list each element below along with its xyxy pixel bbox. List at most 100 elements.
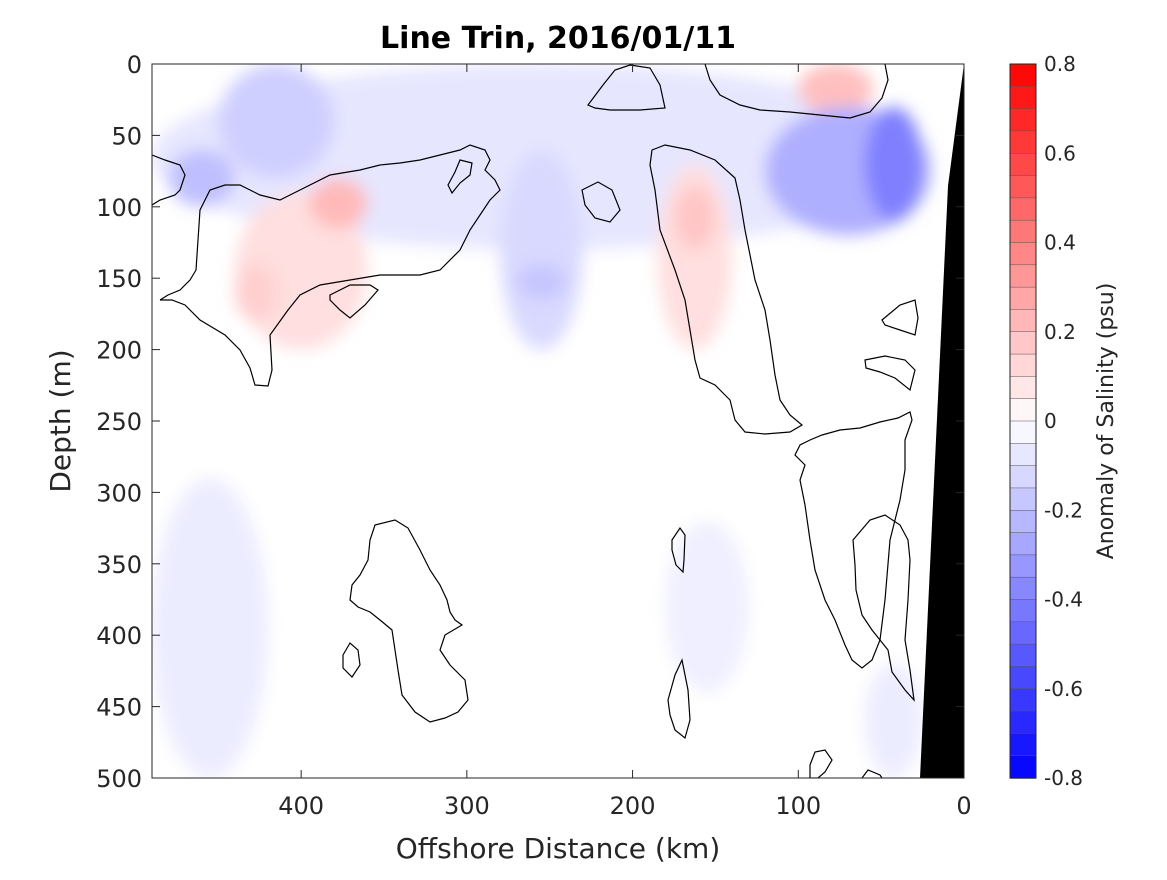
anomaly-region-4: [309, 178, 368, 229]
y-tick-label: 0: [127, 51, 142, 79]
y-tick-label: 500: [96, 765, 142, 793]
colorbar-segment: [1009, 353, 1037, 378]
colorbar-label: Anomaly of Salinity (psu): [1094, 283, 1119, 560]
anomaly-fields: [152, 64, 931, 778]
colorbar-segment: [1009, 130, 1037, 154]
zero-contour-6: [649, 144, 804, 435]
x-axis-label: Offshore Distance (km): [396, 832, 721, 865]
y-tick-label: 400: [96, 622, 142, 650]
zero-contour-17: [861, 769, 883, 778]
colorbar-segment: [1009, 286, 1037, 311]
zero-contour-7: [704, 64, 889, 119]
anomaly-region-13: [152, 478, 268, 778]
zero-contour-13: [671, 526, 686, 574]
x-tick-label: 100: [775, 792, 821, 820]
zero-contour-11: [349, 519, 469, 723]
zero-contour-2: [447, 159, 473, 195]
y-tick-label: 200: [96, 337, 142, 365]
zero-contour-4: [587, 64, 666, 111]
colorbar-segment: [1009, 86, 1037, 110]
zero-contour-9: [864, 355, 916, 392]
colorbar-segment: [1009, 643, 1037, 668]
colorbar-tick-label: 0.4: [1044, 231, 1076, 255]
colorbar-tick-label: 0.8: [1044, 52, 1076, 76]
colorbar-segment: [1009, 376, 1037, 400]
colorbar-segment: [1009, 532, 1037, 556]
zero-contour-16: [809, 749, 833, 778]
colorbar-segment: [1009, 398, 1037, 422]
y-axis-label: Depth (m): [44, 349, 77, 492]
zero-contours: [152, 64, 919, 778]
zero-contour-1: [159, 144, 501, 387]
y-tick-label: 50: [111, 122, 142, 150]
anomaly-region-2: [168, 149, 235, 207]
colorbar-tick-label: 0.6: [1044, 141, 1076, 165]
colorbar-segment: [1009, 331, 1037, 355]
colorbar-segment: [1009, 443, 1037, 467]
colorbar-segment: [1009, 599, 1037, 623]
x-tick-label: 400: [278, 792, 324, 820]
colorbar-tick-label: 0.2: [1044, 320, 1076, 344]
chart-title: Line Trin, 2016/01/11: [380, 21, 736, 56]
colorbar-segment: [1009, 465, 1037, 489]
colorbar-segment: [1009, 710, 1037, 735]
zero-contour-3: [329, 284, 379, 319]
colorbar-tick-label: -0.8: [1044, 766, 1083, 790]
colorbar: [1009, 63, 1037, 779]
zero-contour-0: [152, 154, 186, 206]
colorbar-segment: [1009, 755, 1037, 779]
y-tick-label: 150: [96, 265, 142, 293]
colorbar-segment: [1009, 108, 1037, 132]
colorbar-segment: [1009, 309, 1037, 333]
colorbar-segment: [1009, 197, 1037, 221]
x-tick-label: 0: [956, 792, 971, 820]
zero-contour-14: [667, 658, 691, 740]
colorbar-segment: [1009, 264, 1037, 288]
y-tick-label: 300: [96, 479, 142, 507]
colorbar-segment: [1009, 688, 1037, 712]
zero-contour-10: [794, 411, 913, 669]
zero-contour-12: [342, 642, 361, 678]
zero-contour-8: [881, 299, 919, 336]
colorbar-segment: [1009, 621, 1037, 645]
colorbar-tick-label: -0.2: [1044, 498, 1083, 522]
colorbar-tick-label: -0.6: [1044, 677, 1083, 701]
zero-contour-5: [581, 181, 621, 223]
y-tick-label: 350: [96, 551, 142, 579]
colorbar-segment: [1009, 576, 1037, 601]
colorbar-tick-label: -0.4: [1044, 588, 1083, 612]
plot-area: [152, 64, 964, 778]
colorbar-segment: [1009, 733, 1037, 757]
anomaly-region-14: [864, 663, 923, 778]
colorbar-segment: [1009, 420, 1037, 445]
colorbar-segment: [1009, 175, 1037, 199]
x-tick-label: 200: [610, 792, 656, 820]
y-axis: 0 50 100 150 200 250 300 350 400 450 500: [96, 51, 964, 793]
anomaly-region-9: [674, 185, 716, 250]
anomaly-region-5: [234, 263, 277, 322]
colorbar-segment: [1009, 666, 1037, 690]
colorbar-segment: [1009, 242, 1037, 266]
colorbar-frame: [1009, 63, 1037, 779]
anomaly-region-15: [665, 520, 749, 693]
colorbar-ticks: 0.8 0.6 0.4 0.2 0 -0.2 -0.4 -0.6 -0.8: [1044, 52, 1083, 790]
anomaly-region-10: [798, 64, 873, 114]
colorbar-segment: [1009, 554, 1037, 578]
colorbar-segment: [1009, 219, 1037, 244]
colorbar-segment: [1009, 487, 1037, 511]
zero-contour-15: [852, 514, 915, 702]
colorbar-segment: [1009, 510, 1037, 534]
colorbar-segment: [1009, 153, 1037, 177]
anomaly-region-6: [500, 149, 583, 350]
anomaly-region-7: [516, 263, 567, 300]
x-tick-label: 300: [444, 792, 490, 820]
y-tick-label: 250: [96, 408, 142, 436]
x-axis: 400 300 200 100 0: [278, 64, 972, 820]
y-tick-label: 100: [96, 194, 142, 222]
colorbar-segment: [1009, 63, 1037, 88]
bathymetry: [920, 64, 964, 778]
anomaly-region-12: [864, 106, 923, 222]
y-tick-label: 450: [96, 694, 142, 722]
